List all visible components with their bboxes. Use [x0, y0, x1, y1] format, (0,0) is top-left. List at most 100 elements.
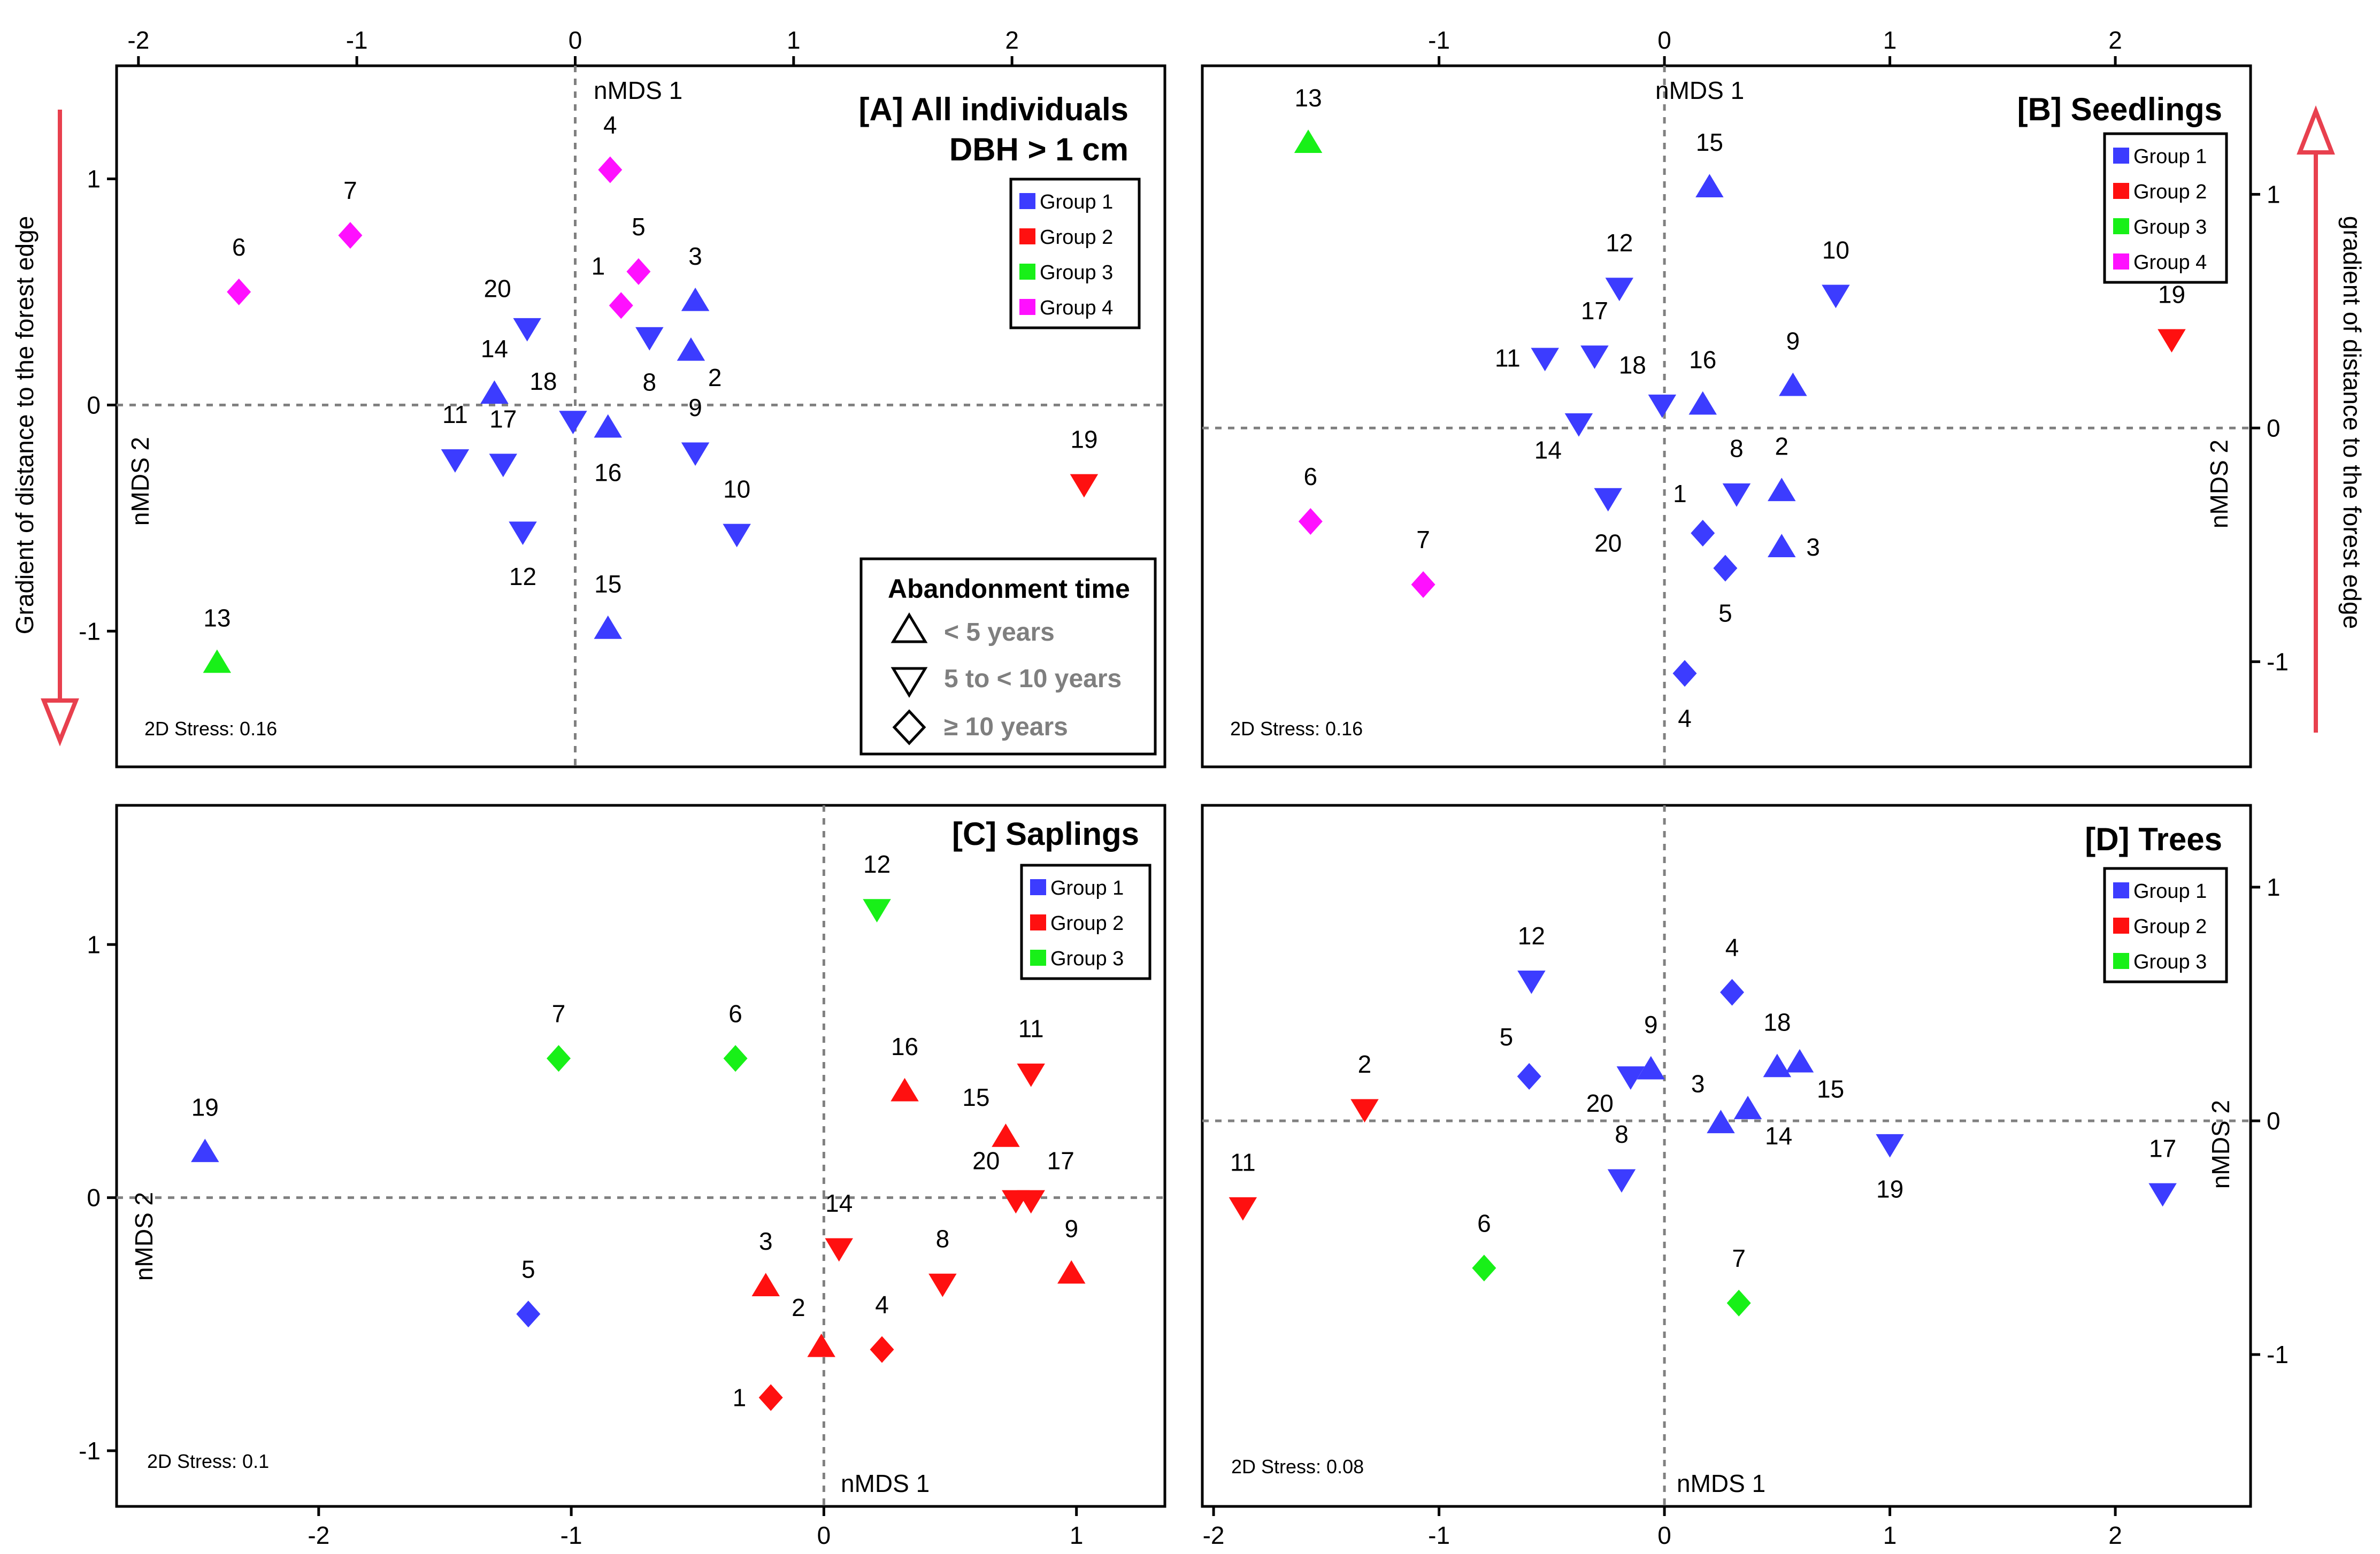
y-tick-label: 1: [2267, 873, 2281, 901]
data-point-marker: [1707, 1110, 1735, 1134]
data-point-marker: [2148, 1183, 2177, 1207]
data-point-marker: [191, 1138, 219, 1163]
data-point-marker: [1672, 660, 1697, 687]
legend-entry-label: Group 2: [2133, 916, 2207, 938]
plot-frame: [1201, 64, 2252, 768]
panel-c-saplings: -2 -1 0 1 -1 0 1 nMDS 1 nMDS 2 [C] Saplings 2D Str…: [79, 804, 1166, 1549]
y-axis-label: nMDS 2: [2207, 1100, 2235, 1189]
data-point-marker: [1616, 1066, 1645, 1090]
data-point-label: 15: [1817, 1075, 1844, 1103]
data-point-marker: [1605, 278, 1634, 302]
data-point-label: 15: [1696, 128, 1723, 156]
data-point-marker: [681, 442, 710, 466]
legend-entry-label: Group 3: [2133, 216, 2207, 239]
abandonment-triangle-down-icon: [890, 667, 928, 698]
x-tick-label: -1: [561, 1521, 582, 1549]
left-gradient-arrow: [41, 110, 79, 747]
data-point-label: 1: [733, 1383, 747, 1411]
data-point-marker: [227, 278, 251, 305]
data-point-label: 5: [632, 213, 646, 241]
data-point-marker: [2158, 329, 2186, 353]
data-point-label: 2: [792, 1294, 805, 1321]
y-tick-label: 0: [2267, 1107, 2281, 1135]
y-tick-label: 1: [87, 165, 101, 193]
data-point-marker: [1070, 474, 1099, 498]
data-point-label: 13: [1295, 84, 1322, 112]
y-axis-label: nMDS 2: [2205, 440, 2233, 528]
data-point-label: 19: [1070, 425, 1097, 453]
data-point-label: 7: [343, 176, 357, 204]
data-point-label: 11: [442, 401, 468, 428]
data-point-marker: [1779, 372, 1807, 396]
panel-title: [C] Saplings: [952, 816, 1139, 852]
y-tick-label: 1: [2267, 180, 2281, 208]
y-tick-label: 0: [2267, 414, 2281, 442]
data-point-label: 7: [1732, 1244, 1746, 1272]
data-point-label: 18: [1763, 1008, 1791, 1036]
data-point-label: 11: [1495, 344, 1521, 372]
x-tick-label: 1: [1883, 1521, 1897, 1549]
data-point-marker: [509, 521, 537, 545]
abandonment-label-ge10: ≥ 10 years: [944, 713, 1068, 741]
data-point-label: 3: [688, 242, 702, 270]
group-legend: Group 1 Group 2 Group 3: [1020, 864, 1151, 980]
x-tick-label: 0: [569, 26, 582, 54]
stress-label: 2D Stress: 0.08: [1231, 1456, 1364, 1478]
data-point-label: 16: [891, 1033, 918, 1060]
data-point-marker: [559, 411, 587, 434]
data-point-marker: [992, 1124, 1020, 1147]
y-axis-label: nMDS 2: [130, 1192, 158, 1281]
x-axis-label: nMDS 1: [594, 76, 682, 104]
legend-entry-label: Group 2: [1040, 226, 1113, 249]
data-point-label: 20: [972, 1147, 1000, 1174]
y-tick-label: 0: [87, 1184, 101, 1212]
legend-entry-label: Group 2: [1050, 912, 1124, 935]
data-point-label: 9: [1064, 1215, 1078, 1243]
right-gradient-arrow: [2297, 105, 2335, 733]
data-point-label: 16: [594, 459, 621, 487]
stress-label: 2D Stress: 0.16: [144, 718, 277, 740]
y-tick-label: 0: [87, 391, 101, 419]
data-point-marker: [1517, 1063, 1541, 1090]
data-point-label: 13: [203, 604, 231, 632]
data-point-label: 7: [1416, 526, 1430, 553]
y-tick-label: -1: [79, 617, 101, 645]
data-point-marker: [626, 258, 651, 285]
data-point-marker: [516, 1301, 541, 1328]
data-point-label: 12: [1606, 229, 1633, 257]
data-point-label: 5: [1718, 599, 1732, 627]
legend-swatch: [2113, 953, 2129, 969]
right-gradient-label: gradient of distance to the forest edge: [2338, 216, 2366, 629]
data-point-marker: [1768, 478, 1796, 502]
data-point-label: 14: [1765, 1122, 1792, 1150]
group-legend: Group 1 Group 2 Group 3: [2103, 867, 2228, 983]
y-axis-label: nMDS 2: [126, 437, 154, 526]
data-point-label: 12: [509, 563, 536, 590]
data-point-label: 12: [863, 850, 890, 878]
x-tick-label: -1: [1428, 26, 1450, 54]
x-tick-label: 2: [2108, 1521, 2122, 1549]
data-point-label: 6: [1477, 1209, 1491, 1237]
data-point-marker: [807, 1333, 835, 1357]
legend-swatch: [2113, 218, 2129, 234]
legend-swatch: [2113, 183, 2129, 199]
data-point-label: 10: [723, 475, 750, 503]
data-point-label: 4: [875, 1291, 889, 1319]
legend-entry-label: Group 1: [2133, 880, 2207, 903]
panel-title: [D] Trees: [2085, 821, 2222, 857]
data-point-marker: [723, 1045, 748, 1072]
data-point-label: 20: [483, 275, 511, 303]
plot-frame: [115, 64, 1166, 768]
data-point-label: 17: [1047, 1147, 1074, 1174]
group-legend: Group 1 Group 2 Group 3 Group 4: [2103, 132, 2228, 284]
data-point-marker: [1726, 1289, 1751, 1317]
data-point-marker: [1057, 1260, 1086, 1284]
data-point-label: 14: [481, 335, 508, 363]
data-point-marker: [1594, 488, 1622, 512]
y-tick-label: -1: [2267, 1341, 2289, 1368]
data-point-label: 3: [1691, 1070, 1705, 1097]
data-point-label: 12: [1518, 922, 1545, 950]
data-point-label: 19: [2158, 280, 2185, 308]
data-point-marker: [1607, 1169, 1636, 1193]
data-point-marker: [928, 1273, 957, 1297]
